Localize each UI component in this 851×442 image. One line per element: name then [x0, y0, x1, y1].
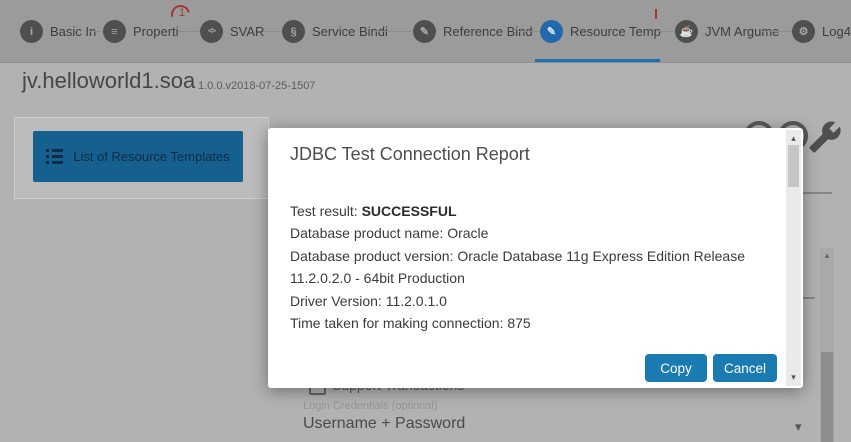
list-icon	[46, 149, 64, 164]
cancel-button[interactable]: Cancel	[713, 354, 777, 382]
tab-connector	[90, 31, 102, 32]
tab-connector	[178, 31, 199, 32]
tab-label: JVM Argume	[705, 24, 780, 39]
tab-connector	[519, 31, 539, 32]
tab-resource-templates[interactable]: ✎ Resource Temp	[540, 20, 661, 43]
tab-connector	[374, 31, 412, 32]
tab-label: Resource Temp	[570, 24, 661, 39]
tab-svar[interactable]: </> SVAR	[200, 20, 264, 43]
dropdown-caret-icon[interactable]: ▾	[795, 419, 802, 434]
report-line: 11.2.0.2.0 - 64bit Production	[290, 270, 465, 287]
info-icon: i	[20, 20, 43, 43]
tab-label: Log4J	[822, 24, 851, 39]
login-credentials-select[interactable]: Username + Password	[303, 415, 466, 432]
scroll-up-icon[interactable]: ▴	[791, 133, 796, 143]
log4j-icon: ⚙	[792, 20, 815, 43]
login-credentials-label: Login Credentials (optional)	[303, 400, 438, 412]
report-line: Database product name: Oracle	[290, 225, 489, 242]
copy-button[interactable]: Copy	[645, 354, 707, 382]
report-line: Database product version: Oracle Databas…	[290, 247, 745, 264]
tab-service-bindings[interactable]: § Service Bindi	[282, 20, 388, 43]
reference-binding-icon: ✎	[413, 20, 436, 43]
page-title: jv.helloworld1.soa	[22, 68, 196, 93]
panel-scrollbar-thumb[interactable]	[821, 352, 833, 442]
dialog-title: JDBC Test Connection Report	[290, 144, 530, 164]
tab-log4j[interactable]: ⚙ Log4J	[792, 20, 851, 43]
test-result-line: Test result: SUCCESSFUL	[290, 203, 457, 219]
tab-properties[interactable]: ≡ Properti	[103, 20, 179, 43]
properties-error-badge: 1	[179, 7, 186, 19]
properties-icon: ≡	[103, 20, 126, 43]
tab-label: Basic In	[50, 24, 97, 39]
app-version: 1.0.0.v2018-07-25-1507	[198, 80, 316, 92]
report-line: Time taken for making connection: 875	[290, 315, 531, 332]
tab-connector	[762, 31, 791, 32]
list-button-label: List of Resource Templates	[73, 149, 230, 164]
top-tab-bar: i Basic In ≡ Properti </> SVAR § Service…	[0, 0, 851, 63]
jvm-icon: ☕	[675, 20, 698, 43]
field-underline	[800, 297, 815, 299]
tab-label: SVAR	[230, 24, 265, 39]
test-result-value: SUCCESSFUL	[361, 203, 457, 219]
tab-label: Properti	[133, 24, 179, 39]
code-icon: </>	[200, 20, 223, 43]
tab-label: Reference Bind	[443, 24, 533, 39]
tab-basic-info[interactable]: i Basic In	[20, 20, 96, 43]
jdbc-test-connection-dialog: JDBC Test Connection Report Test result:…	[268, 128, 803, 388]
tab-jvm-arguments[interactable]: ☕ JVM Argume	[675, 20, 779, 43]
tab-connector	[656, 31, 674, 32]
service-binding-icon: §	[282, 20, 305, 43]
active-tab-underline	[535, 59, 660, 62]
dialog-scrollbar[interactable]: ▴ ▾	[786, 130, 801, 386]
resource-template-error-mark	[655, 9, 657, 19]
list-of-resource-templates-button[interactable]: List of Resource Templates	[33, 131, 243, 182]
dialog-body: Test result: SUCCESSFUL Database product…	[290, 200, 768, 334]
tab-connector	[263, 31, 281, 32]
scroll-down-icon[interactable]: ▾	[791, 372, 796, 382]
report-line: Driver Version: 11.2.0.1.0	[290, 292, 447, 309]
resource-template-icon: ✎	[540, 20, 563, 43]
tab-label: Service Bindi	[312, 24, 388, 39]
tab-reference-bindings[interactable]: ✎ Reference Bind	[413, 20, 533, 43]
dialog-scrollbar-thumb[interactable]	[788, 145, 799, 187]
field-underline	[800, 192, 832, 194]
wrench-icon[interactable]	[808, 120, 842, 159]
scroll-up-icon[interactable]: ▴	[824, 250, 830, 260]
